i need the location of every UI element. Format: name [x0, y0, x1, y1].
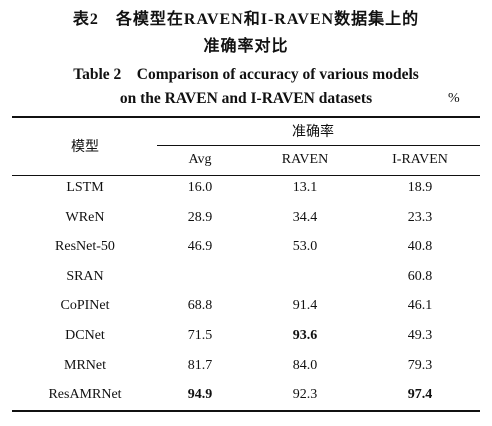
accuracy-cell: 13.1 — [292, 180, 318, 195]
model-name: ResNet-50 — [55, 239, 115, 255]
accuracy-cell: 93.6 — [292, 328, 318, 343]
model-name: MRNet — [64, 357, 106, 373]
title-en-line: Table 2 Comparison of accuracy of variou… — [73, 66, 419, 83]
header-group: 准确率 — [292, 125, 334, 140]
accuracy-cell: 68.8 — [187, 298, 213, 314]
header-rule — [12, 175, 480, 176]
column-header: Avg — [188, 152, 212, 167]
title-en-line: on the RAVEN and I-RAVEN datasets — [119, 90, 373, 107]
accuracy-cell: 97.4 — [407, 387, 433, 403]
unit: % — [448, 91, 460, 106]
accuracy-cell: 49.3 — [407, 328, 433, 343]
model-name: DCNet — [65, 328, 105, 343]
accuracy-cell: 23.3 — [407, 209, 433, 225]
model-name: LSTM — [66, 180, 104, 195]
accuracy-cell: 53.0 — [292, 239, 318, 255]
header-model: 模型 — [71, 140, 99, 155]
accuracy-cell: 60.8 — [407, 268, 433, 284]
accuracy-cell: 34.4 — [292, 209, 318, 225]
accuracy-cell: 84.0 — [292, 357, 318, 373]
accuracy-cell: 71.5 — [187, 328, 213, 343]
accuracy-cell: 18.9 — [407, 180, 433, 195]
column-header: RAVEN — [281, 152, 329, 167]
accuracy-cell: 40.8 — [407, 239, 433, 255]
accuracy-cell: 46.9 — [187, 239, 213, 255]
accuracy-cell: 46.1 — [407, 298, 433, 314]
accuracy-cell: 16.0 — [187, 180, 213, 195]
title-zh-line: 准确率对比 — [203, 38, 289, 55]
model-name: CoPINet — [60, 298, 110, 314]
model-name: SRAN — [66, 268, 104, 284]
accuracy-cell: 92.3 — [292, 387, 318, 403]
accuracy-cell: 94.9 — [187, 387, 213, 403]
model-name: ResAMRNet — [48, 387, 122, 403]
bottom-rule — [12, 410, 480, 412]
model-name: WReN — [65, 209, 105, 225]
accuracy-cell: 79.3 — [407, 357, 433, 373]
accuracy-cell: 28.9 — [187, 209, 213, 225]
group-rule — [157, 145, 480, 146]
accuracy-cell: 91.4 — [292, 298, 318, 314]
column-header: I-RAVEN — [392, 152, 448, 167]
accuracy-cell: 81.7 — [187, 357, 213, 373]
title-zh-line: 表2 各模型在RAVEN和I-RAVEN数据集上的 — [72, 11, 420, 28]
top-rule — [12, 116, 480, 118]
